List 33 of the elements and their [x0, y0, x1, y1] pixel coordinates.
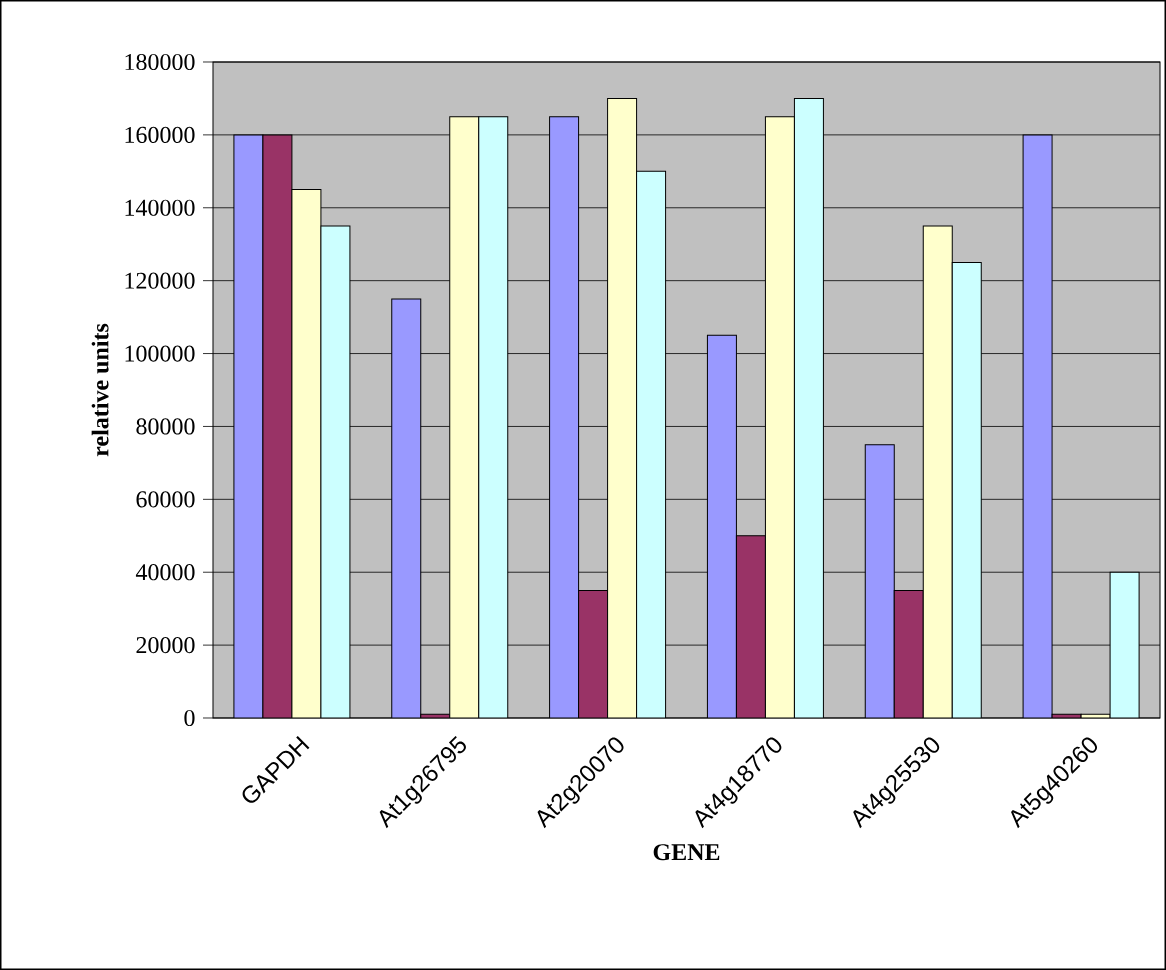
bar	[735, 535, 766, 718]
bar	[1022, 134, 1053, 718]
bar	[291, 189, 322, 718]
bar	[864, 444, 895, 718]
bar	[233, 134, 264, 718]
y-tick-label: 120000	[125, 272, 195, 289]
y-tick-label: 40000	[135, 564, 195, 581]
bar	[764, 116, 795, 718]
bar	[320, 225, 351, 718]
bar	[1109, 571, 1140, 718]
y-tick-label: 60000	[136, 491, 195, 508]
bar	[578, 589, 609, 718]
y-tick-label: 180000	[125, 53, 195, 71]
bar	[636, 170, 667, 718]
bar	[951, 261, 982, 718]
y-tick-label: 100000	[125, 345, 195, 362]
bar	[478, 116, 509, 718]
y-tick-label: 140000	[125, 199, 195, 216]
y-axis-title: relative units	[91, 323, 109, 457]
y-tick-label: 0	[184, 709, 195, 727]
bar	[706, 334, 737, 718]
bar	[549, 116, 580, 718]
x-axis-title: GENE	[653, 844, 720, 861]
y-tick-label: 160000	[125, 126, 195, 143]
bar	[922, 225, 953, 718]
y-tick-label: 80000	[136, 418, 195, 435]
bar	[262, 134, 293, 718]
bar	[893, 589, 924, 718]
bar	[391, 298, 422, 718]
y-tick-label: 20000	[136, 637, 195, 654]
bar	[607, 97, 638, 718]
bar	[449, 116, 480, 718]
bar	[793, 97, 824, 718]
